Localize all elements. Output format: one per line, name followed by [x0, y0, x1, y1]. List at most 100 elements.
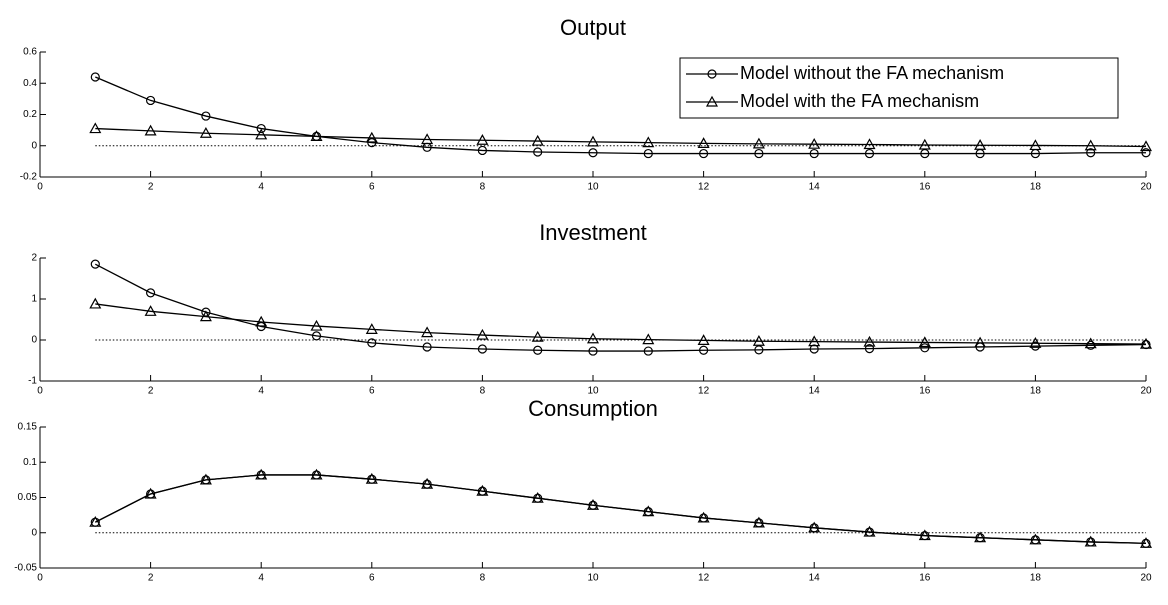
- y-tick-label: 0: [31, 335, 37, 346]
- marker: [864, 148, 875, 159]
- chart-title: Output: [560, 15, 626, 40]
- marker: [586, 332, 600, 344]
- marker: [808, 137, 821, 149]
- marker: [422, 342, 432, 352]
- y-tick-label: 0: [31, 140, 37, 151]
- marker: [1141, 148, 1151, 158]
- marker: [256, 123, 266, 134]
- marker: [1029, 139, 1042, 151]
- x-tick-label: 6: [369, 182, 375, 193]
- marker: [864, 344, 875, 354]
- marker: [643, 148, 653, 159]
- marker: [1139, 537, 1153, 548]
- marker: [974, 139, 987, 150]
- marker: [533, 147, 543, 157]
- x-tick-label: 0: [37, 386, 43, 397]
- marker: [1084, 337, 1097, 349]
- marker: [144, 487, 157, 499]
- x-tick-label: 20: [1140, 182, 1152, 193]
- marker: [863, 138, 876, 150]
- x-tick-label: 2: [148, 573, 154, 584]
- marker: [809, 344, 819, 354]
- marker: [642, 333, 655, 345]
- marker: [1139, 140, 1153, 152]
- marker: [752, 334, 765, 346]
- x-tick-label: 2: [148, 386, 154, 397]
- y-tick-label: -1: [28, 376, 37, 387]
- x-tick-label: 8: [480, 573, 486, 584]
- x-tick-label: 10: [587, 573, 599, 584]
- marker: [476, 328, 489, 340]
- marker: [1029, 337, 1042, 348]
- marker: [974, 336, 987, 348]
- x-tick-label: 12: [698, 386, 710, 397]
- x-tick-label: 8: [480, 386, 486, 397]
- marker: [310, 130, 323, 141]
- series-line: [95, 263, 1147, 352]
- x-tick-label: 18: [1030, 386, 1042, 397]
- x-tick-label: 2: [148, 182, 154, 193]
- x-tick-label: 4: [258, 386, 264, 397]
- x-tick-label: 0: [37, 182, 43, 193]
- x-tick-label: 20: [1140, 573, 1152, 584]
- marker: [863, 335, 876, 347]
- x-tick-label: 18: [1030, 573, 1042, 584]
- marker: [199, 310, 212, 322]
- x-tick-label: 10: [587, 386, 599, 397]
- marker: [365, 472, 378, 484]
- marker: [588, 148, 598, 158]
- series-line: [95, 127, 1147, 148]
- legend-label: Model with the FA mechanism: [740, 91, 979, 111]
- marker: [310, 319, 323, 331]
- x-tick-label: 14: [809, 182, 821, 193]
- marker: [89, 297, 102, 309]
- x-tick-label: 6: [369, 386, 375, 397]
- chart-title: Consumption: [528, 396, 658, 421]
- marker: [752, 137, 765, 149]
- marker: [918, 529, 931, 541]
- marker: [698, 345, 709, 355]
- x-tick-label: 6: [369, 573, 375, 584]
- y-tick-label: 0.15: [18, 422, 38, 433]
- x-tick-label: 4: [258, 573, 264, 584]
- y-tick-label: -0.2: [20, 172, 38, 183]
- marker: [89, 515, 102, 527]
- marker: [1139, 337, 1153, 349]
- marker: [918, 336, 931, 348]
- marker: [476, 134, 489, 145]
- series-line: [95, 76, 1146, 155]
- marker: [477, 344, 487, 354]
- marker: [1086, 148, 1096, 158]
- marker: [310, 468, 323, 480]
- marker: [476, 484, 489, 496]
- x-tick-label: 12: [698, 573, 710, 584]
- marker: [642, 136, 655, 148]
- marker: [697, 137, 710, 149]
- y-tick-label: 1: [31, 294, 37, 305]
- marker: [588, 346, 598, 356]
- marker: [533, 345, 543, 355]
- marker: [255, 128, 268, 140]
- marker: [199, 473, 212, 485]
- x-tick-label: 4: [258, 182, 264, 193]
- legend-marker: [705, 95, 719, 107]
- legend-box: [679, 57, 1119, 119]
- marker: [1084, 535, 1097, 547]
- marker: [201, 111, 211, 121]
- marker: [421, 326, 434, 338]
- marker: [367, 138, 377, 148]
- marker: [146, 288, 156, 298]
- legend: Model without the FA mechanism Model with…: [679, 57, 1119, 119]
- marker: [643, 346, 653, 356]
- marker: [90, 259, 100, 269]
- marker: [586, 499, 600, 510]
- marker: [477, 145, 487, 156]
- legend-label: Model without the FA mechanism: [740, 63, 1004, 83]
- marker: [754, 345, 764, 355]
- marker: [920, 343, 930, 353]
- x-tick-label: 10: [587, 182, 599, 193]
- marker: [586, 135, 600, 147]
- marker: [90, 72, 100, 82]
- marker: [642, 505, 655, 517]
